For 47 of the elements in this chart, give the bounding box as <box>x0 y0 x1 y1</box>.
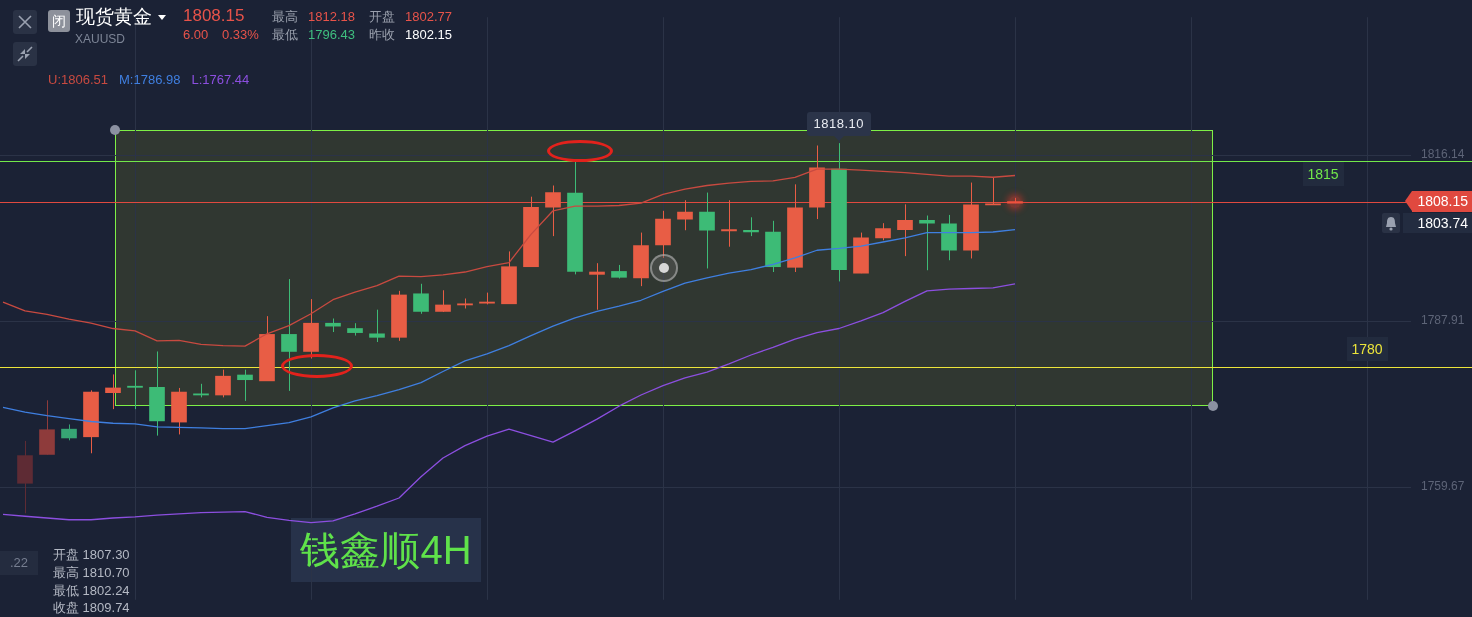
annotation: 1818.10 <box>806 112 871 137</box>
annotation: 最高 <box>272 9 298 24</box>
ref-line-label: 1780 <box>1346 337 1388 362</box>
annotation: 闭 <box>48 10 70 32</box>
annotation: 钱鑫顺4H <box>291 518 481 582</box>
annotation: 1808.15 <box>183 6 245 25</box>
ref-line-label: 1808.15 <box>1412 191 1472 213</box>
candlestick <box>677 199 693 231</box>
candlestick <box>413 283 429 315</box>
candlestick <box>897 203 913 257</box>
text: M:1786.98 <box>119 72 181 88</box>
candlestick <box>215 369 231 398</box>
annotation: 1812.18 <box>308 9 355 24</box>
annotation: 开盘 <box>369 9 395 24</box>
text: 1803.74 <box>1403 213 1472 233</box>
candlestick <box>105 373 121 410</box>
annotation: 最低 1802.24 <box>53 583 130 598</box>
candlestick <box>919 215 935 271</box>
candlestick <box>589 262 605 311</box>
candlestick <box>545 185 561 237</box>
annotation: 收盘 1809.74 <box>53 600 130 615</box>
text: U:1806.51 <box>48 72 108 88</box>
candlestick <box>237 369 253 402</box>
text: L:1767.44 <box>191 72 250 88</box>
annotation: 最低 <box>272 27 298 42</box>
candlestick <box>127 369 143 410</box>
candlestick <box>369 309 385 343</box>
ref-line-label: 1815 <box>1302 162 1344 187</box>
candlestick <box>281 278 297 392</box>
annotation: 1796.43 <box>308 27 355 42</box>
annotation: 6.00 <box>183 27 209 42</box>
text: XAUUSD <box>75 32 126 46</box>
y-tick-label: 1816.14 <box>1421 146 1465 161</box>
annotation: 昨收 <box>369 27 395 42</box>
candlestick <box>721 199 737 248</box>
candlestick <box>699 192 715 269</box>
candlestick <box>457 298 473 309</box>
annotation: 1802.77 <box>405 9 452 24</box>
annotation: 开盘 1807.30 <box>53 547 130 562</box>
annotation: 1802.15 <box>405 27 452 42</box>
candlestick <box>985 177 1001 206</box>
y-tick-label: 1759.67 <box>1421 479 1465 494</box>
chart-title: 现货黄金 <box>76 6 152 28</box>
annotation: 0.33% <box>222 27 259 42</box>
annotation: .22 <box>0 551 38 575</box>
annotation: 最高 1810.70 <box>53 565 130 580</box>
y-tick-label: 1787.91 <box>1421 313 1465 328</box>
